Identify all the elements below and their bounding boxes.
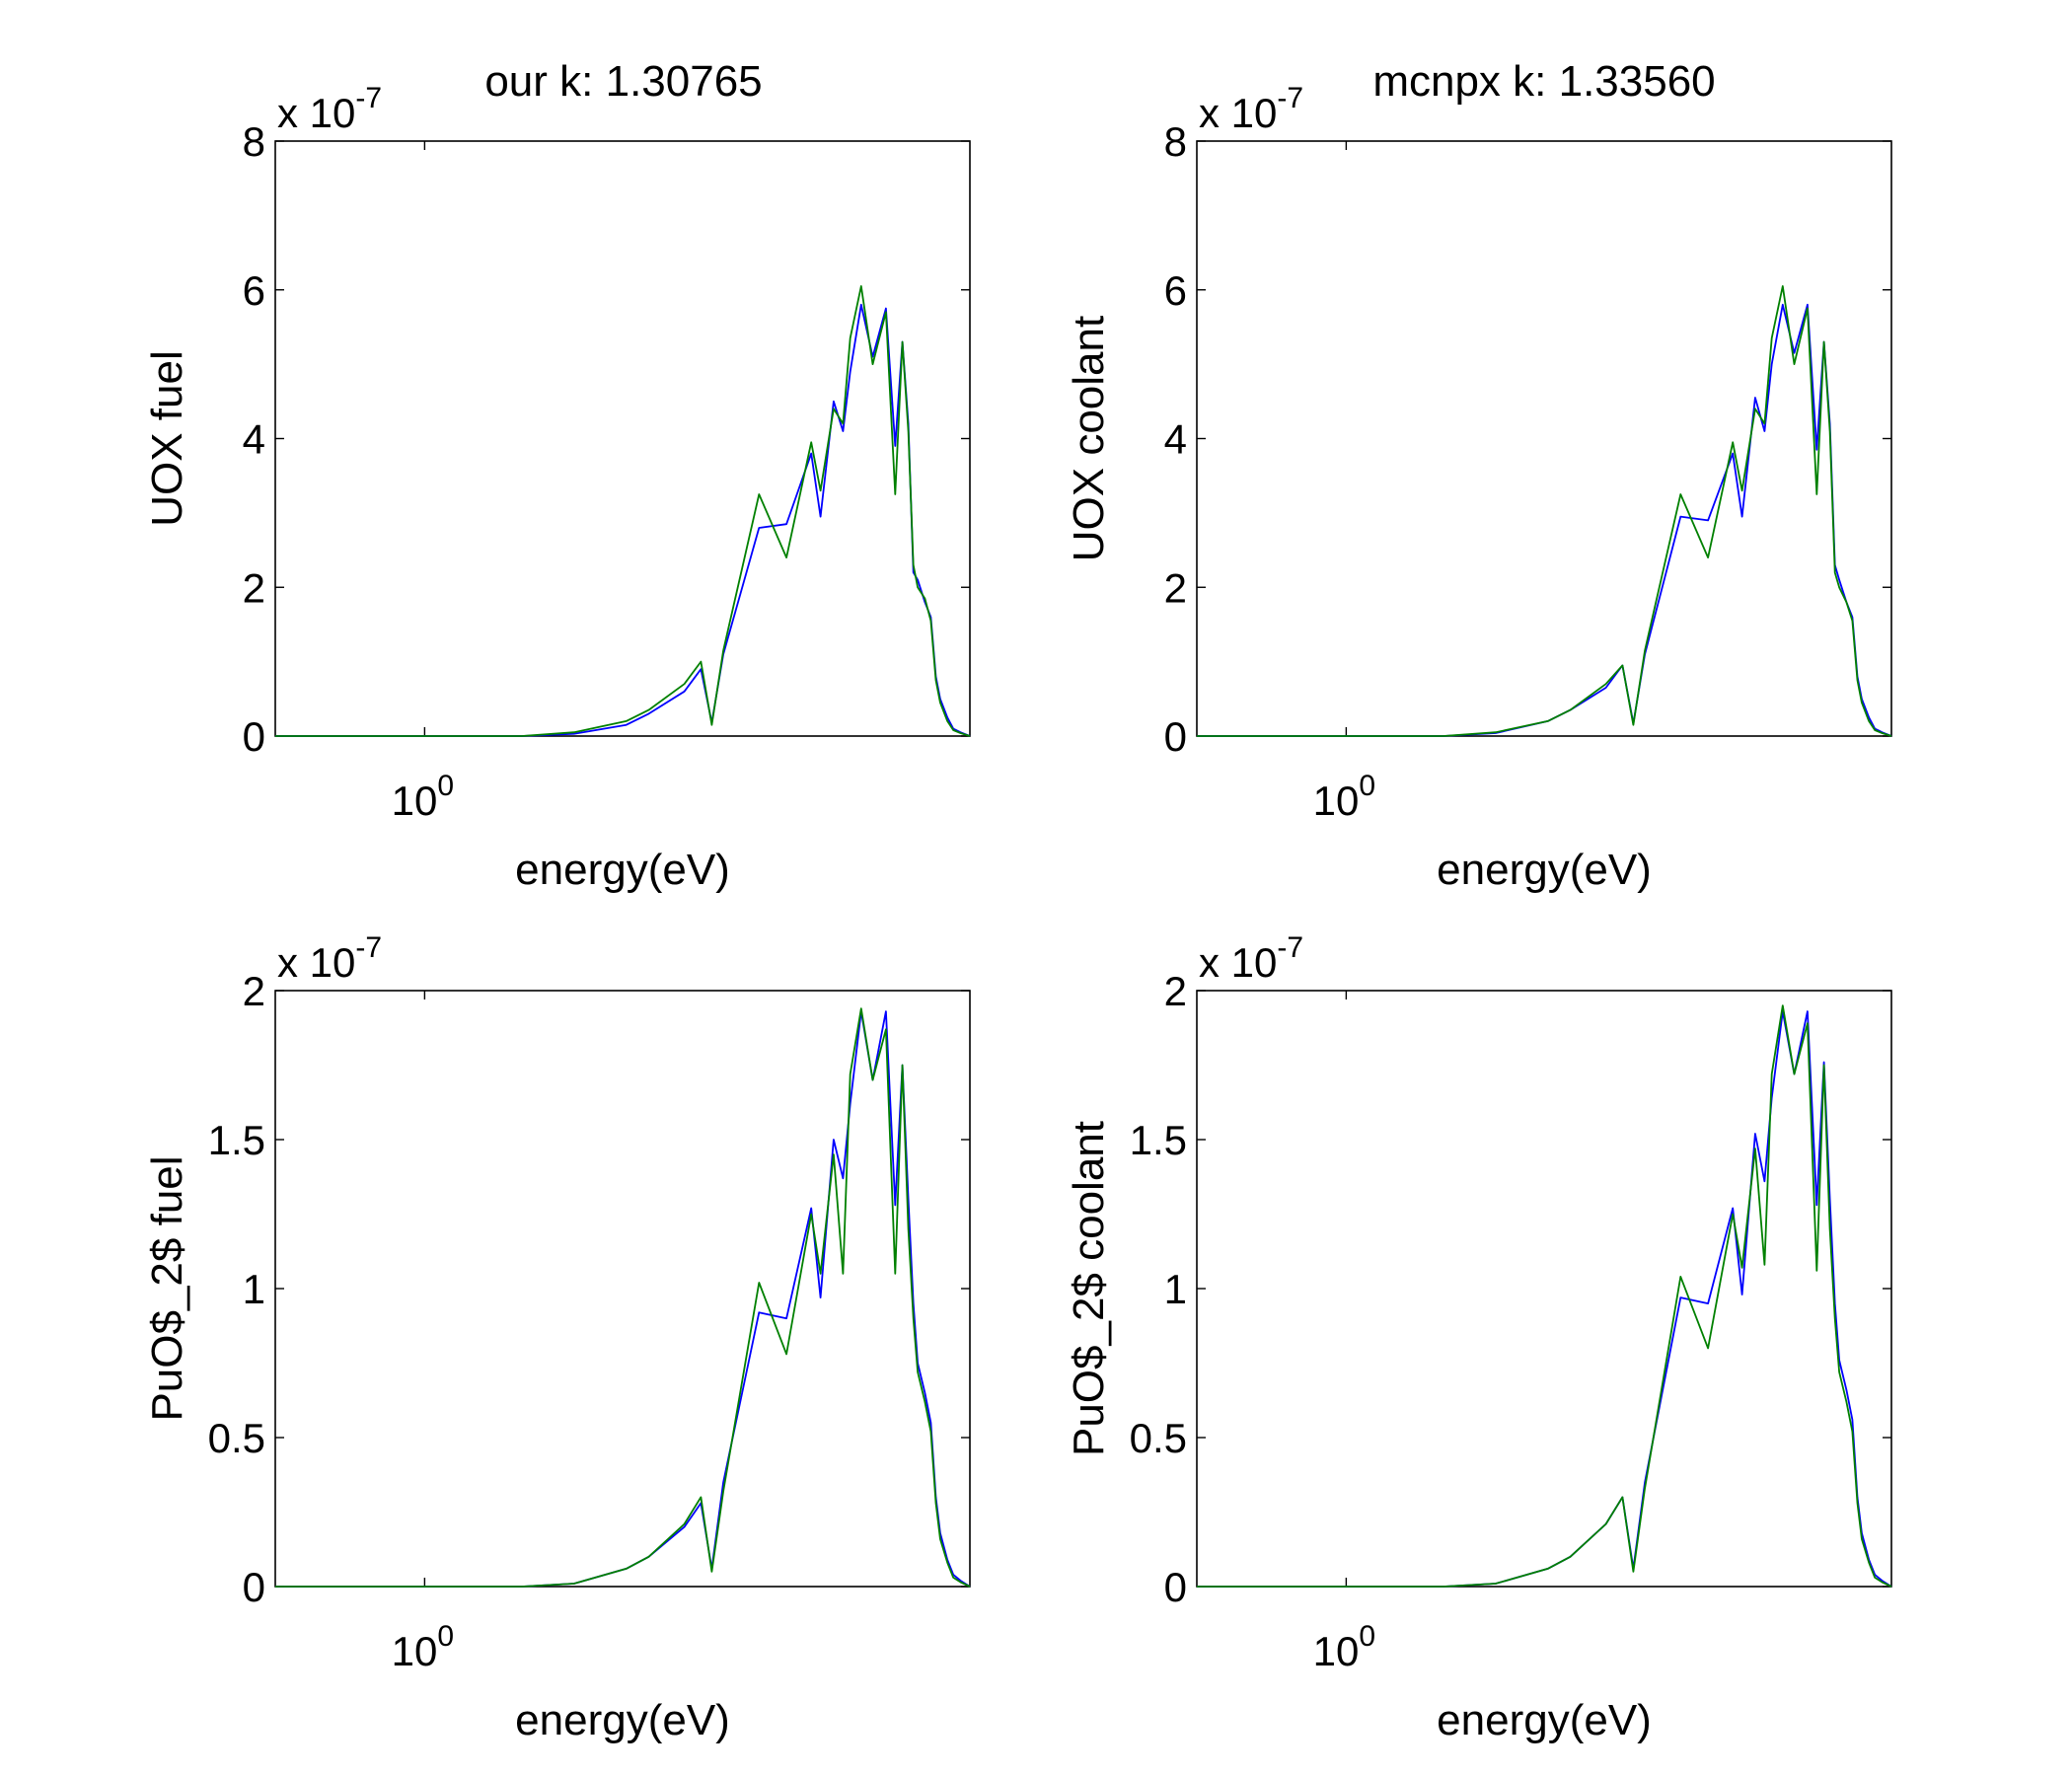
y-scale-factor: x 10-7 [1199,931,1303,986]
x-axis-label: energy(eV) [515,846,730,894]
panel-bottom-left: 0 0.5 1 1.5 2 100 x 10-7 energy(eV) PuO$_2$ fuel [143,931,971,1744]
x-axis-label: energy(eV) [1437,1696,1652,1744]
series-line-mcnpx [1197,285,1892,737]
series-line-mcnpx [1197,1004,1892,1588]
x-axis-label: energy(eV) [515,1696,730,1744]
series-line-mcnpx [275,285,971,737]
top-right-title: mcnpx k: 1.33560 [1372,57,1715,106]
y-scale-factor: x 10-7 [1199,82,1303,136]
y-tick-label: 6 [1164,267,1187,314]
x-tick-label: 100 [392,770,454,824]
y-tick-label: 6 [243,267,265,314]
y-tick-label: 4 [243,416,265,463]
y-tick-label: 0 [243,1564,265,1610]
y-scale-factor: x 10-7 [277,82,382,136]
y-tick-label: 2 [1164,564,1187,611]
y-tick-label: 0.5 [208,1415,265,1461]
y-axis-label: UOX coolant [1065,316,1113,561]
y-tick-label: 1.5 [1130,1117,1187,1163]
y-tick-label: 0.5 [1130,1415,1187,1461]
y-tick-label: 0 [1164,713,1187,760]
y-axis-label: UOX fuel [143,350,191,527]
y-tick-label: 8 [243,118,265,165]
y-tick-label: 2 [243,968,265,1014]
y-scale-factor: x 10-7 [277,931,382,986]
y-tick-label: 2 [1164,968,1187,1014]
x-tick-label: 100 [1313,770,1375,824]
y-tick-label: 1 [243,1266,265,1312]
y-axis-label: PuO$_2$ fuel [143,1155,191,1421]
panel-top-left: 0 2 4 6 8 100 x 10-7 energy(eV) UOX fuel [143,82,971,894]
y-tick-label: 0 [1164,1564,1187,1610]
x-tick-label: 100 [392,1620,454,1674]
y-axis-label: PuO$_2$ coolant [1065,1121,1113,1456]
series-line-mcnpx [275,1007,971,1588]
x-tick-label: 100 [1313,1620,1375,1674]
panel-bottom-right: 0 0.5 1 1.5 2 100 x 10-7 energy(eV) PuO$_2$ cool… [1065,931,1892,1744]
y-tick-label: 1 [1164,1266,1187,1312]
y-tick-label: 0 [243,713,265,760]
y-tick-label: 2 [243,564,265,611]
y-tick-label: 4 [1164,416,1187,463]
y-tick-label: 1.5 [208,1117,265,1163]
x-axis-label: energy(eV) [1437,846,1652,894]
y-tick-label: 8 [1164,118,1187,165]
top-left-title: our k: 1.30765 [484,57,762,106]
panel-top-right: 0 2 4 6 8 100 x 10-7 energy(eV) UOX coolant [1065,82,1892,894]
